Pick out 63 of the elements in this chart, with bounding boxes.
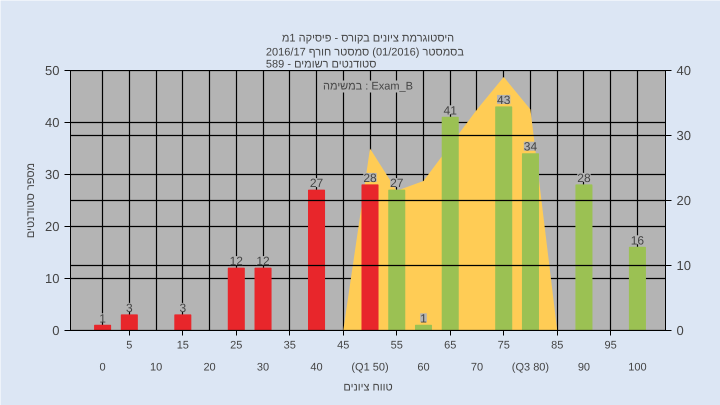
data-label: 3 (126, 300, 133, 315)
data-label: 1 (99, 311, 106, 326)
x-tick-label: 65 (444, 340, 456, 352)
x-tick-label: 5 (126, 340, 132, 352)
bar (442, 116, 459, 330)
x-tick-label: 100 (628, 362, 647, 374)
y-axis-title: מספר סטודנטים (25, 162, 38, 238)
x-tick-label: 45 (337, 340, 350, 352)
data-label: 28 (577, 170, 591, 185)
bar (228, 268, 245, 330)
bar (361, 184, 379, 330)
bar (120, 314, 138, 330)
x-tick-label: 30 (256, 362, 270, 374)
y-tick-label: 20 (45, 219, 60, 234)
data-label: 1 (420, 311, 428, 326)
x-tick-label: 0 (100, 362, 106, 374)
y-tick-label: 40 (45, 115, 60, 130)
x-tick-label: 15 (176, 340, 189, 352)
data-label: 3 (179, 300, 186, 315)
bar (308, 190, 326, 330)
chart-title: היסטוגרמת ציונים בקורס - פיסיקה 1מ (282, 32, 454, 44)
data-label: 34 (524, 140, 538, 154)
bar (388, 190, 406, 330)
bar (628, 246, 646, 330)
bar (522, 153, 539, 330)
x-tick-label: 55 (390, 340, 403, 352)
x-tick-label: 60 (417, 362, 430, 374)
x-tick-label: (Q3 80) (512, 362, 550, 374)
bar (575, 184, 592, 330)
y-tick-label: 50 (45, 63, 60, 78)
annotation: במשימה : Exam_B (323, 80, 413, 92)
x-tick-label: 75 (498, 340, 510, 352)
x-tick-label: 85 (551, 340, 564, 352)
data-label: 41 (444, 103, 458, 118)
y2-tick-label: 0 (676, 323, 684, 338)
y-tick-label: 10 (45, 271, 60, 286)
x-tick-label: 70 (470, 362, 484, 374)
chart-subtitle: בסמסטר (01/2016) סמסטר חורף 2016/17 סטודנטים רשומים - 589 (266, 46, 464, 70)
x-axis-title: טווח ציונים (343, 382, 393, 394)
x-tick-label: 25 (230, 340, 242, 352)
bar (174, 314, 192, 330)
x-tick-label: 95 (604, 340, 617, 352)
y2-tick-label: 40 (676, 63, 691, 78)
data-label: 28 (363, 170, 378, 185)
data-label: 16 (630, 233, 644, 248)
y2-tick-label: 10 (676, 258, 691, 273)
x-tick-label: (Q1 50) (351, 362, 389, 374)
data-label: 27 (310, 176, 324, 190)
y2-tick-label: 30 (676, 128, 691, 143)
y2-tick-label: 20 (676, 193, 691, 208)
y-tick-label: 0 (52, 323, 60, 338)
data-label: 12 (230, 254, 244, 268)
data-label: 12 (256, 254, 270, 268)
x-tick-label: 35 (284, 340, 296, 352)
x-tick-label: 10 (150, 362, 162, 374)
data-label: 27 (390, 176, 404, 190)
x-tick-label: 20 (203, 362, 216, 374)
bar (254, 268, 272, 330)
y-tick-label: 30 (45, 167, 60, 182)
bar (495, 106, 512, 330)
data-label: 43 (497, 92, 511, 107)
x-tick-label: 40 (310, 362, 323, 374)
x-tick-label: 90 (578, 362, 590, 374)
